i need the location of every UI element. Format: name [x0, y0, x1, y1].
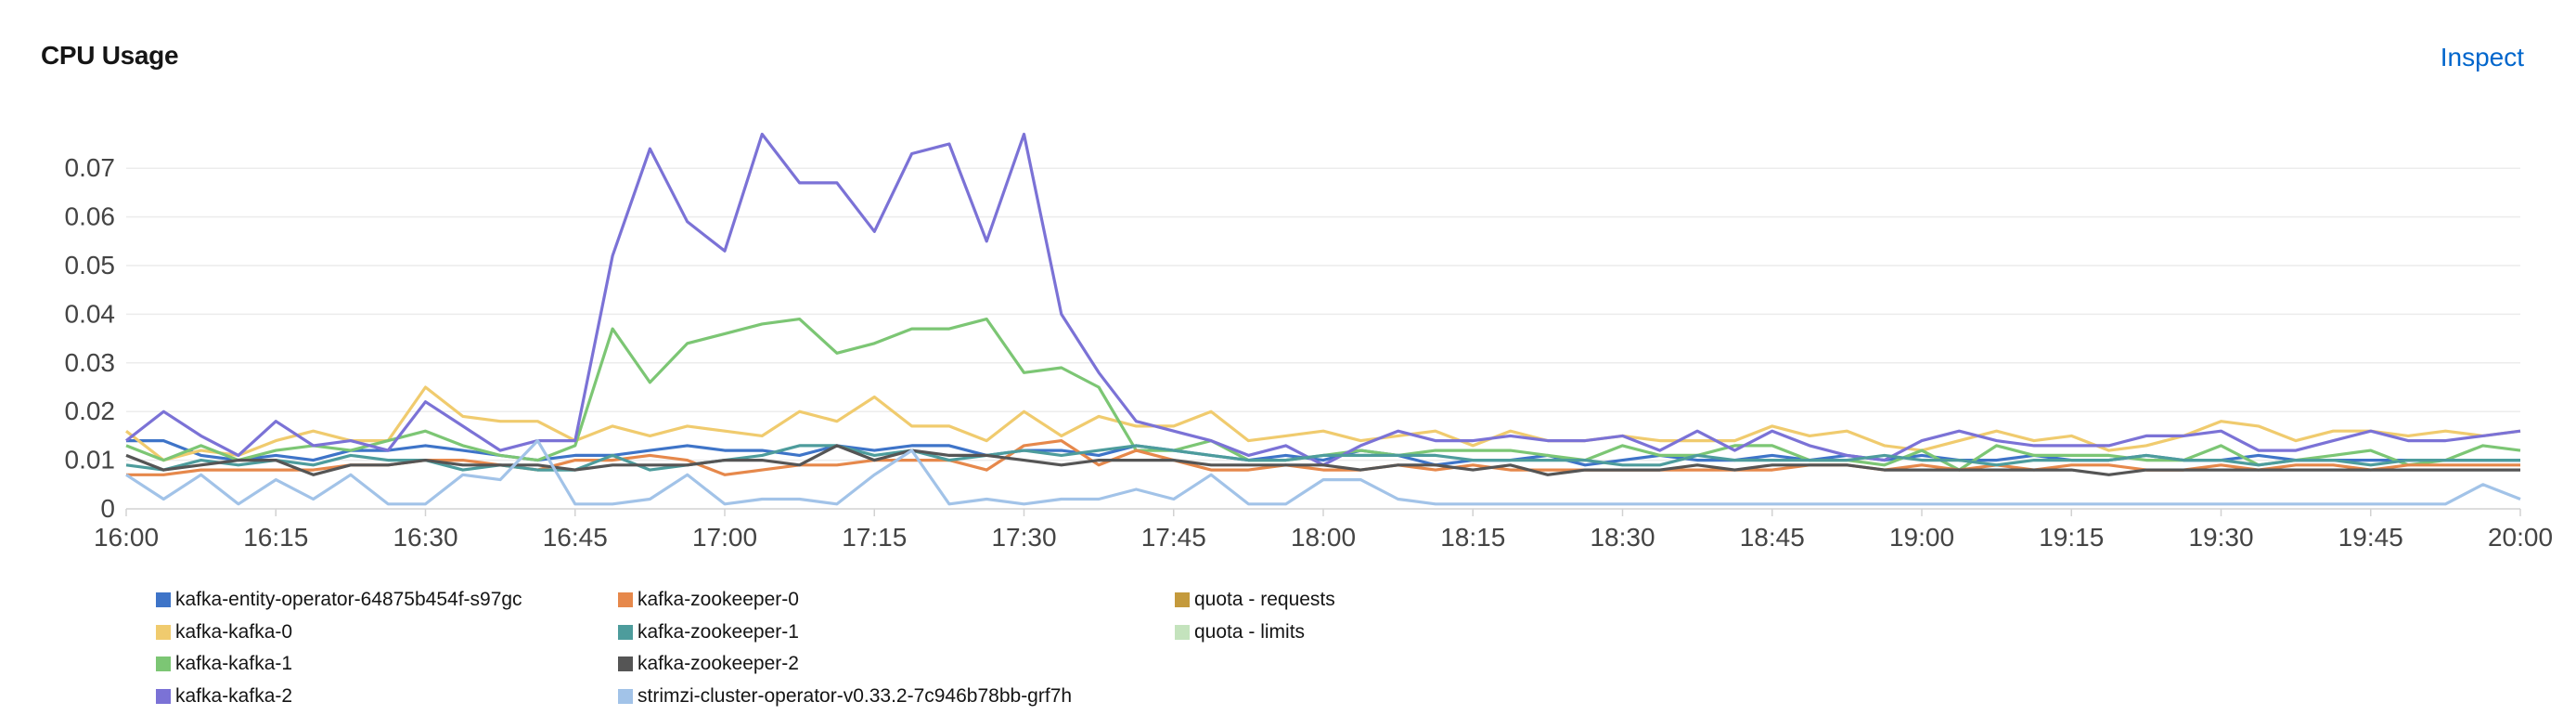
- y-axis-ticks: 0 0.01 0.02 0.03 0.04 0.05 0.06 0.07: [65, 153, 116, 523]
- series-lines: [125, 132, 2521, 506]
- chart-title: CPU Usage: [41, 41, 179, 70]
- legend-label: kafka-entity-operator-64875b454f-s97gc: [175, 589, 522, 610]
- legend-swatch: [156, 592, 171, 607]
- x-tick-label: 19:45: [2338, 523, 2403, 552]
- x-tick-label: 16:45: [543, 523, 608, 552]
- legend-item[interactable]: kafka-kafka-0: [156, 621, 292, 644]
- x-tick-label: 18:15: [1440, 523, 1505, 552]
- y-tick-label: 0.07: [65, 153, 116, 182]
- legend-swatch: [618, 592, 633, 607]
- legend-label: strimzi-cluster-operator-v0.33.2-7c946b7…: [638, 684, 1073, 707]
- y-tick-label: 0.05: [65, 251, 116, 280]
- legend-swatch: [1175, 592, 1190, 607]
- legend-label: kafka-zookeeper-2: [638, 653, 799, 674]
- grid-lines: [126, 167, 2520, 510]
- y-tick-label: 0: [100, 494, 115, 523]
- x-tick-label: 16:30: [393, 523, 457, 552]
- legend-item[interactable]: quota - requests: [1175, 589, 1335, 611]
- series-line-kafka-kafka-0[interactable]: [125, 385, 2521, 462]
- series-line-strimzi-cluster-operator-v0-33-2-7c946b78bb-grf7h[interactable]: [125, 439, 2521, 506]
- x-tick-label: 16:15: [243, 523, 308, 552]
- x-tick-label: 18:45: [1740, 523, 1805, 552]
- legend-item[interactable]: kafka-entity-operator-64875b454f-s97gc: [156, 589, 522, 611]
- x-tick-label: 17:15: [842, 523, 907, 552]
- x-tick-label: 19:30: [2188, 523, 2253, 552]
- legend-swatch: [618, 688, 633, 704]
- x-tick-label: 17:45: [1141, 523, 1206, 552]
- x-tick-label: 17:00: [692, 523, 757, 552]
- x-tick-label: 19:15: [2039, 523, 2104, 552]
- series-line-kafka-kafka-1[interactable]: [125, 318, 2521, 472]
- legend-label: quota - limits: [1194, 620, 1306, 643]
- legend-label: kafka-kafka-1: [175, 653, 293, 674]
- inspect-link[interactable]: Inspect: [2440, 43, 2524, 72]
- legend-label: kafka-zookeeper-0: [638, 589, 799, 610]
- legend-item[interactable]: kafka-zookeeper-1: [618, 621, 799, 644]
- legend-swatch: [156, 624, 171, 640]
- legend-item[interactable]: quota - limits: [1175, 621, 1305, 644]
- x-tick-label: 17:30: [991, 523, 1056, 552]
- x-tick-label: 19:00: [1889, 523, 1954, 552]
- y-tick-label: 0.06: [65, 202, 116, 231]
- legend-item[interactable]: kafka-zookeeper-2: [618, 653, 799, 675]
- legend-item[interactable]: kafka-kafka-2: [156, 685, 292, 708]
- legend-swatch: [156, 656, 171, 671]
- y-tick-label: 0.04: [65, 299, 116, 328]
- legend-label: kafka-zookeeper-1: [638, 620, 799, 643]
- series-line-kafka-zookeeper-1[interactable]: [125, 444, 2520, 472]
- y-tick-label: 0.02: [65, 396, 116, 425]
- legend-swatch: [618, 624, 633, 640]
- legend-swatch: [156, 688, 171, 704]
- legend-swatch: [618, 656, 633, 671]
- x-tick-label: 18:30: [1590, 523, 1655, 552]
- legend-label: quota - requests: [1194, 589, 1335, 610]
- y-tick-label: 0.03: [65, 348, 116, 377]
- series-line-kafka-zookeeper-2[interactable]: [125, 444, 2520, 476]
- x-tick-label: 20:00: [2488, 523, 2553, 552]
- x-axis-ticks: 16:00 16:15 16:30 16:45 17:00 17:15 17:30 17:45…: [94, 509, 2553, 552]
- legend-swatch: [1175, 624, 1190, 640]
- x-tick-label: 18:00: [1291, 523, 1356, 552]
- y-tick-label: 0.01: [65, 446, 116, 474]
- x-tick-label: 16:00: [94, 523, 159, 552]
- legend-item[interactable]: strimzi-cluster-operator-v0.33.2-7c946b7…: [618, 685, 1072, 708]
- legend-label: kafka-kafka-2: [175, 684, 293, 707]
- legend-item[interactable]: kafka-kafka-1: [156, 653, 292, 675]
- legend-item[interactable]: kafka-zookeeper-0: [618, 589, 799, 611]
- legend-label: kafka-kafka-0: [175, 620, 293, 643]
- series-line-kafka-kafka-2[interactable]: [125, 132, 2521, 467]
